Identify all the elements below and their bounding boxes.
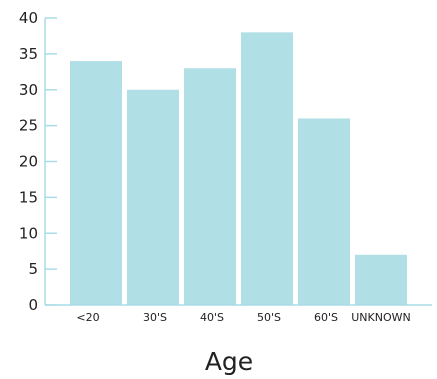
y-tick-label-2: 10: [19, 224, 38, 242]
x-labels-layer: <20 30'S 40'S 50'S 60'S UNKNOWN: [76, 311, 410, 324]
y-tick-label-8: 40: [19, 9, 38, 27]
y-tick-label-0: 0: [28, 296, 38, 314]
y-tick-label-5: 25: [19, 117, 38, 135]
x-tick-label-4: 60'S: [314, 311, 338, 324]
bar-1: [127, 89, 179, 305]
bar-2: [184, 68, 236, 305]
x-tick-label-0: <20: [76, 311, 99, 324]
y-tick-label-3: 15: [19, 188, 38, 206]
bar-4: [298, 118, 350, 305]
x-axis-title: Age: [205, 347, 253, 376]
y-tick-label-1: 5: [28, 260, 38, 278]
x-tick-label-3: 50'S: [257, 311, 281, 324]
bar-0: [70, 61, 122, 305]
y-ticks-layer: 0 5 10 15 20 25 30 35 40: [19, 9, 57, 314]
y-tick-label-6: 30: [19, 81, 38, 99]
y-tick-label-4: 20: [19, 153, 38, 171]
x-tick-label-2: 40'S: [200, 311, 224, 324]
bar-5: [355, 254, 407, 305]
bars-layer: [70, 32, 407, 305]
bar-3: [241, 32, 293, 305]
y-tick-label-7: 35: [19, 45, 38, 63]
x-tick-label-5: UNKNOWN: [351, 311, 411, 324]
x-tick-label-1: 30'S: [143, 311, 167, 324]
